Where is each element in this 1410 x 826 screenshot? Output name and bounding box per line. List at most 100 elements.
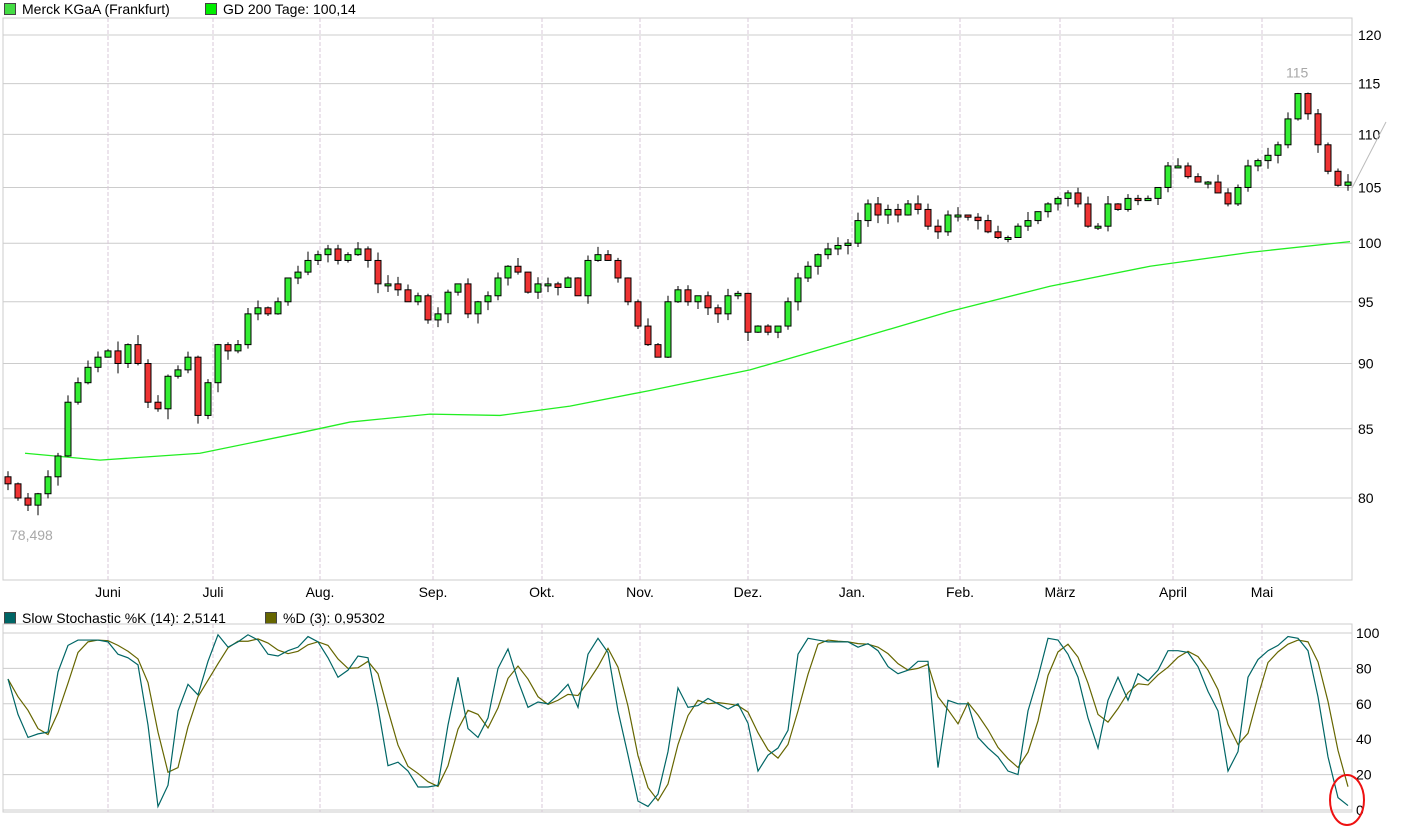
candle: [944, 210, 952, 236]
candle: [1044, 202, 1052, 218]
candle: [484, 291, 492, 311]
candle-body: [1264, 154, 1272, 162]
candle-body: [644, 325, 652, 346]
candle-body: [844, 242, 852, 246]
candle: [354, 242, 362, 256]
candle: [964, 214, 972, 221]
candle-body: [1144, 197, 1152, 202]
candle: [264, 306, 272, 317]
candle-body: [854, 220, 862, 244]
candle: [1084, 196, 1092, 228]
stoch-axis-label: 100: [1356, 625, 1380, 641]
month-label: März: [1044, 584, 1075, 600]
candle-body: [104, 350, 112, 358]
legend-swatch-gd200: [205, 3, 217, 15]
candle-body: [904, 203, 912, 216]
legend-swatch-merck: [4, 3, 16, 15]
candle: [614, 257, 622, 283]
candle-body: [1124, 197, 1132, 210]
candle: [554, 281, 562, 296]
candle: [584, 255, 592, 304]
candle-body: [364, 248, 372, 261]
candle: [1064, 190, 1072, 207]
candle-body: [1174, 165, 1182, 169]
candle-body: [1164, 165, 1172, 188]
candle-body: [1104, 203, 1112, 227]
price-axis-label: 100: [1358, 235, 1382, 251]
candle: [454, 283, 462, 296]
candle-body: [1324, 144, 1332, 172]
stoch-axis-label: 0: [1356, 802, 1364, 818]
candle-body: [674, 289, 682, 303]
candle-body: [314, 254, 322, 261]
candle-body: [1274, 144, 1282, 156]
candle: [694, 295, 702, 310]
candle: [394, 276, 402, 296]
candle-body: [534, 283, 542, 293]
max-price-label: 115: [1286, 65, 1309, 81]
candle: [154, 395, 162, 412]
price-axis-label: 110: [1358, 126, 1381, 142]
price-plot-frame: [2, 17, 1353, 581]
candle: [1294, 92, 1302, 121]
candle-body: [254, 307, 262, 315]
candle: [734, 290, 742, 300]
stoch-axis-label: 40: [1356, 731, 1372, 747]
candle-body: [704, 295, 712, 309]
candle-body: [214, 344, 222, 384]
candle: [714, 304, 722, 323]
candle-body: [614, 259, 622, 279]
candle: [1134, 194, 1142, 206]
candle-body: [14, 483, 22, 499]
candle: [974, 213, 982, 230]
candle: [494, 272, 502, 301]
candle: [1244, 159, 1252, 192]
candle-body: [774, 325, 782, 333]
candle-body: [574, 277, 582, 297]
candle: [634, 299, 642, 329]
candle: [1124, 194, 1132, 212]
candle: [1104, 196, 1112, 232]
candle: [1204, 180, 1212, 189]
candle: [844, 239, 852, 255]
candle: [274, 297, 282, 315]
month-label: Dez.: [734, 584, 763, 600]
candle-body: [624, 277, 632, 303]
candle-body: [764, 325, 772, 333]
candle-body: [894, 208, 902, 216]
candle-body: [374, 259, 382, 285]
candle-body: [1234, 186, 1242, 205]
candle: [914, 195, 922, 215]
candle: [44, 470, 52, 499]
candle: [234, 339, 242, 354]
candle: [544, 277, 552, 293]
candle: [1144, 195, 1152, 202]
price-axis-label: 120: [1358, 27, 1382, 43]
candle-body: [224, 344, 232, 352]
candle-body: [974, 216, 982, 222]
candle: [794, 272, 802, 311]
candle: [384, 275, 392, 293]
candle: [124, 343, 132, 369]
candle-body: [424, 295, 432, 321]
candle: [414, 292, 422, 306]
candle-body: [754, 325, 762, 333]
candle: [904, 200, 912, 216]
candle-body: [84, 366, 92, 384]
candle: [594, 246, 602, 262]
month-label: Okt.: [529, 584, 555, 600]
candle: [1264, 147, 1272, 169]
candle: [1094, 223, 1102, 230]
legend-label-gd200: GD 200 Tage: 100,14: [223, 1, 356, 17]
candle: [364, 246, 372, 268]
candle-body: [74, 382, 82, 403]
candle: [724, 288, 732, 321]
candle-body: [94, 356, 102, 368]
candle-body: [824, 248, 832, 256]
candle-body: [884, 208, 892, 216]
candle-body: [484, 295, 492, 303]
candle: [654, 342, 662, 358]
candle: [424, 293, 432, 324]
candle: [1114, 203, 1122, 211]
candle-body: [1054, 197, 1062, 205]
